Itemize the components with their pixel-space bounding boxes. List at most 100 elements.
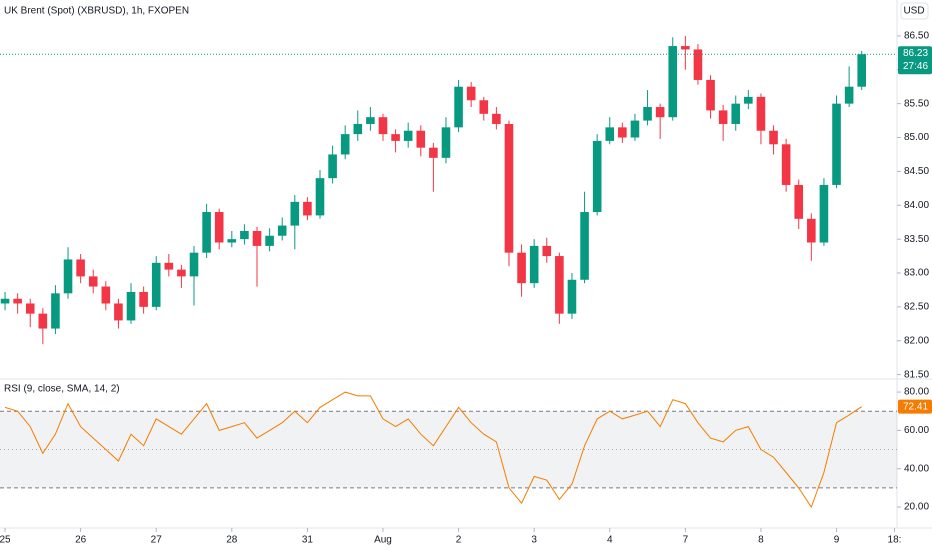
candle-body (466, 86, 476, 101)
candle-body (202, 212, 211, 253)
candle-body (769, 130, 778, 145)
y-tick-label: 60.00 (904, 425, 929, 436)
x-tick-label: 31 (302, 535, 314, 546)
candle-body (139, 291, 148, 307)
x-tick-label: 28 (226, 535, 238, 546)
candle-body (718, 110, 728, 124)
x-tick-label: 27 (151, 535, 163, 546)
candle-body (832, 103, 841, 185)
y-tick-label: 20.00 (904, 502, 929, 513)
y-tick-label: 80.00 (904, 387, 929, 398)
candle-body (303, 201, 312, 216)
candle-body (429, 147, 438, 158)
countdown-label: 27:46 (903, 61, 928, 72)
y-tick-label: 85.50 (904, 98, 929, 109)
candle-body (63, 259, 73, 294)
rsi-title: RSI (9, close, SMA, 14, 2) (4, 384, 120, 395)
candle-body (114, 303, 123, 321)
candle-body (618, 127, 627, 138)
chart-title: UK Brent (Spot) (XBRUSD), 1h, FXOPEN (4, 6, 189, 17)
candle-body (315, 178, 325, 216)
candle-body (227, 239, 237, 243)
candle-body (492, 113, 501, 124)
candle-body (592, 140, 602, 213)
candle-body (240, 231, 249, 240)
candle-body (403, 130, 413, 141)
x-tick-label: 9 (834, 535, 840, 546)
candle-body (857, 54, 867, 87)
candle-body (681, 46, 690, 50)
candle-body (151, 262, 161, 307)
candle-body (38, 313, 48, 329)
last-price-label: 86.23 (903, 48, 928, 59)
candle-body (781, 144, 791, 185)
x-tick-label: Aug (374, 535, 392, 546)
y-tick-label: 83.50 (904, 234, 929, 245)
x-tick-label: 3 (531, 535, 537, 546)
candle-body (328, 154, 337, 179)
x-tick-label: 26 (75, 535, 87, 546)
candle-body (51, 293, 60, 329)
currency-box[interactable] (900, 2, 929, 20)
candle-body (441, 127, 451, 158)
candle-body (0, 298, 10, 304)
candle-body (744, 96, 753, 104)
last-price-box (898, 46, 932, 75)
candle-body (25, 303, 35, 314)
y-tick-label: 82.00 (904, 335, 929, 346)
candle-body (378, 117, 388, 135)
candle-body (555, 256, 564, 314)
candle-body (76, 259, 85, 277)
x-tick-label: 7 (683, 535, 689, 546)
x-tick-label: 18: (888, 535, 902, 546)
rsi-value-label: 72.41 (903, 401, 928, 412)
candle-body (605, 127, 615, 141)
candle-body (126, 291, 136, 321)
candle-body (529, 245, 539, 284)
candle-body (391, 134, 400, 141)
currency: USD (903, 6, 924, 17)
candle-body (655, 107, 665, 118)
candle-body (340, 134, 350, 155)
candle-body (819, 184, 829, 243)
candle-body (756, 96, 766, 131)
candle-body (479, 100, 489, 114)
candle-body (794, 184, 804, 219)
candle-body (88, 276, 98, 287)
y-tick-label: 84.50 (904, 166, 929, 177)
y-tick-label: 40.00 (904, 463, 929, 474)
y-tick-label: 81.50 (904, 369, 929, 380)
candle-body (630, 120, 640, 138)
y-tick-label: 86.50 (904, 31, 929, 42)
candle-body (517, 252, 526, 284)
candle-body (13, 298, 22, 304)
candle-body (214, 212, 224, 243)
candle-body (416, 130, 426, 148)
candle-body (706, 79, 715, 111)
candle-body (277, 225, 287, 236)
y-tick-label: 83.00 (904, 268, 929, 279)
candle-body (353, 123, 363, 135)
candle-body (101, 286, 111, 304)
candle-body (693, 49, 703, 80)
x-tick-label: 8 (758, 535, 764, 546)
candle-body (504, 123, 514, 253)
candle-body (567, 279, 577, 314)
candle-body (844, 86, 854, 104)
y-tick-label: 85.00 (904, 132, 929, 143)
x-tick-label: 4 (607, 535, 613, 546)
candle-body (164, 262, 174, 270)
candle-body (454, 86, 463, 128)
candle-body (290, 201, 300, 226)
y-tick-label: 84.00 (904, 200, 929, 211)
candle-body (643, 107, 652, 121)
candle-body (542, 245, 552, 257)
candle-body (580, 212, 589, 280)
candle-body (366, 117, 375, 124)
rsi-line (4, 391, 862, 509)
x-tick-label: 25 (0, 535, 11, 546)
x-tick-label: 2 (456, 535, 462, 546)
rsi-value-box (898, 399, 932, 414)
candle-body (807, 218, 816, 243)
